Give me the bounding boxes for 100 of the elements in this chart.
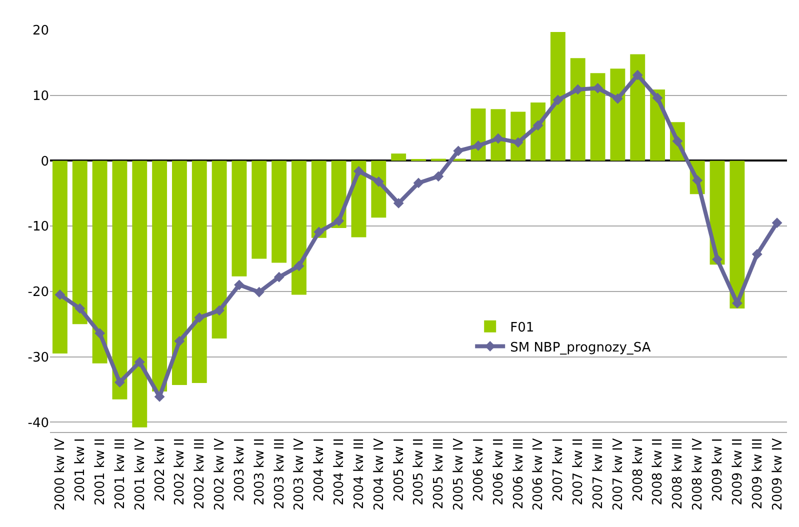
bar [570, 58, 586, 161]
x-tick-label: 2001 kw IV [132, 438, 148, 510]
point [354, 166, 364, 176]
point [752, 249, 762, 260]
point [214, 305, 225, 316]
y-tick-label: 20 [32, 24, 49, 39]
point [134, 356, 145, 368]
x-tick-label: 2004 kw IV [372, 438, 387, 510]
x-tick-label: 2009 kw III [750, 438, 766, 510]
x-tick-label: 2007 kw IV [610, 438, 626, 510]
bar [610, 68, 626, 161]
x-tick-label: 2008 kw I [630, 438, 646, 502]
x-tick-label: 2005 kw II [412, 438, 427, 506]
x-tick-label: 2007 kw II [571, 438, 586, 506]
bar [311, 160, 326, 238]
point [154, 392, 165, 402]
bar [272, 160, 287, 263]
x-tick-label: 2000 kw IV [53, 438, 68, 510]
point [532, 120, 544, 131]
point [334, 216, 344, 226]
point [54, 290, 66, 300]
point [712, 254, 722, 265]
legend-label: SM NBP_prognozy_SA [510, 340, 651, 356]
x-tick-label: 2008 kw III [670, 438, 686, 510]
bar [132, 160, 148, 428]
bar [590, 73, 606, 161]
x-tick-label: 2008 kw II [650, 438, 666, 506]
bar [92, 160, 108, 364]
point [274, 272, 284, 282]
bar [550, 32, 566, 161]
x-tick-label: 2009 kw I [710, 438, 726, 502]
x-tick-label: 2001 kw III [112, 438, 128, 510]
bar [172, 160, 187, 385]
point [612, 93, 623, 104]
bar [730, 160, 745, 308]
x-tick-label: 2006 kw I [471, 438, 486, 502]
x-tick-label: 2008 kw IV [690, 438, 706, 510]
x-tick-label: 2001 kw I [73, 438, 88, 502]
bar [192, 160, 207, 383]
point [314, 226, 324, 238]
x-tick-label: 2004 kw II [332, 438, 348, 506]
bar [152, 160, 168, 392]
point [294, 260, 304, 272]
y-tick-label: 0 [40, 154, 49, 170]
x-tick-label: 2002 kw II [172, 438, 188, 506]
y-tick-label: -40 [28, 416, 49, 431]
point [393, 198, 404, 208]
bar [232, 160, 247, 276]
x-tick-label: 2007 kw I [551, 438, 566, 502]
x-tick-label: 2009 kw IV [770, 438, 786, 510]
x-tick-label: 2009 kw II [730, 438, 746, 506]
x-tick-label: 2002 kw I [152, 438, 168, 502]
x-tick-label: 2003 kw I [232, 438, 248, 502]
point [74, 303, 86, 314]
y-tick-label: -10 [28, 220, 49, 235]
x-tick-label: 2006 kw IV [531, 438, 546, 510]
x-tick-label: 2003 kw IV [292, 438, 308, 510]
point [552, 94, 564, 106]
point [413, 178, 424, 188]
x-tick-label: 2003 kw II [252, 438, 268, 506]
x-tick-label: 2007 kw III [590, 438, 606, 510]
bar [112, 160, 128, 400]
point [732, 298, 742, 308]
point [114, 377, 125, 388]
point [174, 336, 185, 346]
bar [391, 154, 406, 161]
point [194, 312, 205, 323]
x-tick-label: 2003 kw III [272, 438, 288, 510]
x-tick-label: 2006 kw III [511, 438, 526, 510]
point [632, 70, 643, 80]
point [772, 218, 782, 228]
point [433, 171, 444, 182]
point [453, 146, 464, 156]
bar [52, 160, 68, 354]
x-tick-label: 2005 kw I [392, 438, 407, 502]
x-tick-label: 2002 kw IV [212, 438, 228, 510]
x-tick-label: 2005 kw IV [452, 438, 467, 510]
bar [212, 160, 227, 339]
point [592, 82, 603, 94]
bar [292, 160, 306, 295]
x-tick-label: 2004 kw III [352, 438, 367, 510]
legend-label: F01 [510, 320, 534, 336]
x-tick-label: 2005 kw III [432, 438, 447, 510]
point [234, 280, 244, 290]
point [254, 286, 264, 298]
x-tick-label: 2001 kw II [93, 438, 108, 506]
point [94, 328, 105, 338]
point [512, 137, 524, 148]
y-tick-label: -30 [28, 350, 49, 366]
bar [252, 160, 267, 259]
y-tick-label: 10 [32, 88, 49, 104]
y-tick-label: -20 [28, 285, 49, 300]
bar [72, 160, 88, 324]
x-tick-label: 2006 kw II [491, 438, 506, 506]
point [373, 176, 384, 187]
point [473, 140, 484, 151]
point [652, 92, 663, 104]
x-tick-label: 2002 kw III [192, 438, 208, 510]
bar [630, 54, 646, 161]
x-tick-label: 2004 kw I [312, 438, 328, 502]
